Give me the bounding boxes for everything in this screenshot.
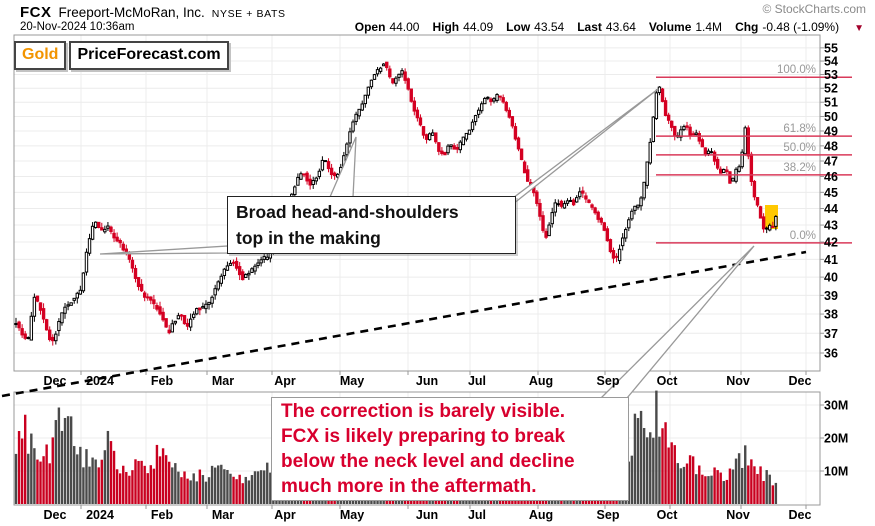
- month-label-Dec: Dec: [44, 374, 67, 388]
- price-tick-36: 36: [824, 346, 838, 360]
- month-label-Jun: Jun: [416, 508, 438, 522]
- annotation-line: FCX is likely preparing to break: [281, 426, 566, 447]
- month-label-Sep: Sep: [597, 374, 620, 388]
- price-tick-44: 44: [824, 202, 838, 216]
- price-tick-45: 45: [824, 186, 838, 200]
- fib-label-38.2%: 38.2%: [783, 162, 816, 174]
- annotation-line: top in the making: [236, 228, 381, 248]
- fib-label-61.8%: 61.8%: [783, 123, 816, 135]
- quote-field-high: High 44.09: [432, 20, 494, 34]
- chart-header: FCX Freeport-McMoRan, Inc. NYSE + BATS: [20, 4, 286, 21]
- callout-pointer: [99, 245, 229, 255]
- month-label-Jul: Jul: [468, 508, 486, 522]
- head-shoulders-annotation: Broad head-and-shoulders top in the maki…: [227, 196, 516, 254]
- company-name: Freeport-McMoRan, Inc.: [58, 5, 205, 20]
- change-down-arrow-icon: ▼: [854, 23, 864, 34]
- price-tick-46: 46: [824, 170, 838, 184]
- month-label-Dec: Dec: [44, 508, 67, 522]
- volume-tick-20M: 20M: [824, 432, 848, 446]
- month-label-Apr: Apr: [274, 374, 296, 388]
- price-tick-42: 42: [824, 236, 838, 250]
- month-label-Mar: Mar: [212, 374, 234, 388]
- correction-annotation: The correction is barely visible. FCX is…: [271, 397, 629, 501]
- price-tick-39: 39: [824, 289, 838, 303]
- month-label-Mar: Mar: [212, 508, 234, 522]
- month-label-Aug: Aug: [529, 374, 553, 388]
- month-label-May: May: [340, 508, 364, 522]
- callout-pointer: [512, 88, 659, 206]
- month-label-Oct: Oct: [657, 374, 679, 388]
- ohlc-quote-strip: Open 44.00 High 44.09 Low 43.54 Last 43.64 Volum…: [0, 20, 864, 34]
- logo-priceforecast-label: PriceForecast.com: [69, 41, 229, 70]
- exchange-label: NYSE + BATS: [211, 8, 286, 20]
- price-tick-53: 53: [824, 68, 838, 82]
- price-tick-50: 50: [824, 110, 838, 124]
- annotation-line: much more in the aftermath.: [281, 476, 537, 497]
- quote-field-last: Last 43.64: [577, 20, 636, 34]
- month-label-Oct: Oct: [657, 508, 679, 522]
- logo-gold-label: Gold: [14, 41, 67, 70]
- price-tick-52: 52: [824, 82, 838, 96]
- month-label-Dec: Dec: [789, 374, 812, 388]
- price-tick-51: 51: [824, 96, 838, 110]
- price-tick-41: 41: [824, 253, 838, 267]
- month-label-Feb: Feb: [151, 374, 174, 388]
- price-tick-55: 55: [824, 41, 838, 55]
- month-label-Feb: Feb: [151, 508, 174, 522]
- month-label-2024: 2024: [86, 374, 114, 388]
- volume-tick-10M: 10M: [824, 465, 848, 479]
- fib-label-50.0%: 50.0%: [783, 142, 816, 154]
- quote-field-low: Low 43.54: [506, 20, 565, 34]
- goldpriceforecast-logo: Gold PriceForecast.com: [14, 41, 229, 70]
- month-label-Apr: Apr: [274, 508, 296, 522]
- price-tick-40: 40: [824, 271, 838, 285]
- month-label-Dec: Dec: [789, 508, 812, 522]
- volume-tick-30M: 30M: [824, 399, 848, 413]
- price-tick-47: 47: [824, 155, 838, 169]
- quote-datetime: 20-Nov-2024 10:36am: [20, 21, 135, 33]
- price-tick-54: 54: [824, 55, 838, 69]
- month-label-Jul: Jul: [468, 374, 486, 388]
- month-label-Nov: Nov: [726, 508, 750, 522]
- ticker-symbol: FCX: [20, 4, 52, 21]
- price-tick-43: 43: [824, 219, 838, 233]
- annotation-line: The correction is barely visible.: [281, 401, 566, 422]
- price-tick-37: 37: [824, 327, 838, 341]
- month-label-Sep: Sep: [597, 508, 620, 522]
- stockcharts-copyright: © StockCharts.com: [762, 2, 866, 16]
- fib-label-100.0%: 100.0%: [777, 64, 816, 76]
- price-tick-49: 49: [824, 125, 838, 139]
- quote-field-open: Open 44.00: [354, 20, 420, 34]
- price-tick-48: 48: [824, 139, 838, 153]
- month-label-Jun: Jun: [416, 374, 438, 388]
- annotation-line: below the neck level and decline: [281, 451, 575, 472]
- quote-field-chg: Chg -0.48 (-1.09%): [735, 20, 840, 34]
- month-label-2024: 2024: [86, 508, 114, 522]
- month-label-Nov: Nov: [726, 374, 750, 388]
- quote-field-volume: Volume 1.4M: [648, 20, 723, 34]
- annotation-line: Broad head-and-shoulders: [236, 202, 459, 222]
- fib-label-0.0%: 0.0%: [790, 230, 816, 242]
- month-label-Aug: Aug: [529, 508, 553, 522]
- month-label-May: May: [340, 374, 364, 388]
- price-tick-38: 38: [824, 308, 838, 322]
